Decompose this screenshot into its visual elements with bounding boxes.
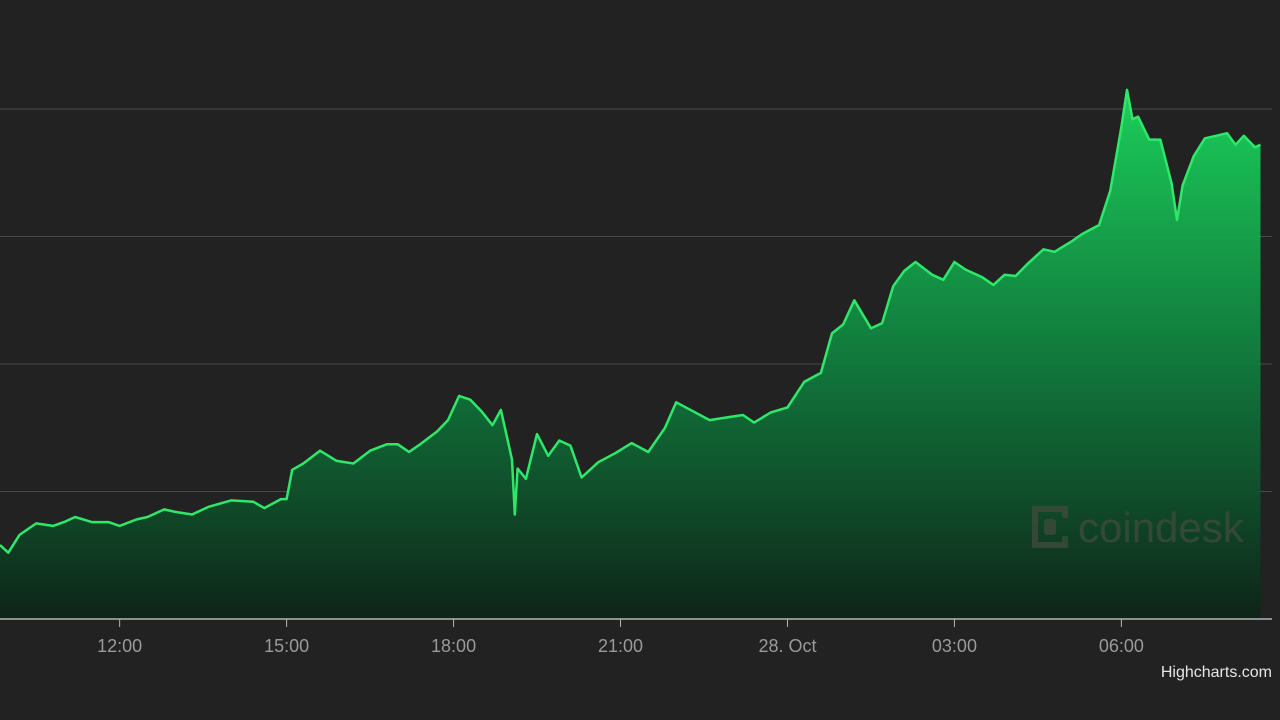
x-tick-label: 21:00 xyxy=(598,636,643,656)
coindesk-logo-icon xyxy=(1032,506,1068,548)
x-tick-label: 15:00 xyxy=(264,636,309,656)
x-tick-label: 28. Oct xyxy=(758,636,816,656)
x-tick-label: 18:00 xyxy=(431,636,476,656)
x-tick-label: 03:00 xyxy=(932,636,977,656)
highcharts-credit[interactable]: Highcharts.com xyxy=(1161,664,1272,681)
price-series-area xyxy=(0,89,1261,619)
watermark-text: coindesk xyxy=(1078,504,1245,551)
price-series-line xyxy=(0,88,1262,554)
coindesk-watermark: coindesk xyxy=(1032,504,1245,551)
x-tick-label: 12:00 xyxy=(97,636,142,656)
x-tick-label: 06:00 xyxy=(1099,636,1144,656)
x-axis-ticks: 12:00 15:00 18:00 21:00 28. Oct 03:00 06:00 xyxy=(97,619,1144,656)
